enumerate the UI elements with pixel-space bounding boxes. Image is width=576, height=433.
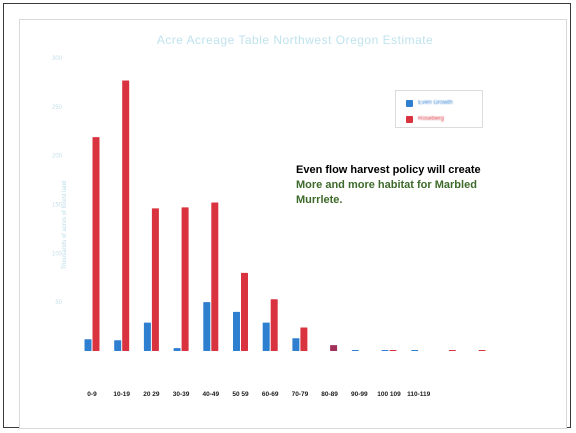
bar-series-2 [300, 327, 308, 351]
chart-area [19, 19, 567, 429]
annotation-text: Even flow harvest policy will create Mor… [296, 163, 546, 208]
bar-series-1 [351, 350, 359, 351]
y-tick-label: 250 [52, 105, 63, 111]
chart-frame [3, 3, 571, 429]
bar-series-2 [389, 350, 397, 351]
x-tick-label: 110-119 [407, 391, 431, 398]
bar-series-1 [173, 348, 181, 351]
legend-label-series-1: Even Growth [418, 100, 453, 106]
x-tick-label: 80-89 [321, 391, 338, 398]
bar-series-2 [330, 345, 338, 351]
bar-series-2 [478, 350, 486, 351]
bar-series-1 [143, 322, 151, 351]
legend-swatch-series-1 [406, 99, 413, 107]
bar-series-2 [92, 137, 100, 351]
bar-series-1 [292, 338, 300, 351]
bar-series-2 [270, 299, 278, 351]
x-tick-label: 100 109 [377, 391, 401, 398]
bar-series-1 [411, 350, 419, 351]
x-tick-label: 40-49 [202, 391, 219, 398]
x-tick-label: 20 29 [143, 391, 160, 398]
bar-series-1 [381, 350, 389, 351]
legend-item-series-2: Roseberg [406, 114, 444, 124]
bar-series-1 [233, 311, 240, 351]
bar-series-1 [203, 302, 211, 351]
legend-item-series-1: Even Growth [406, 98, 453, 108]
legend-swatch-series-2 [406, 115, 413, 123]
annotation-line-1: Even flow harvest policy will create [296, 164, 481, 176]
bar-series-1 [114, 340, 122, 351]
annotation-line-3: Murrlete. [296, 194, 343, 206]
bar-series-2 [448, 350, 456, 351]
bar-series-2 [181, 207, 189, 351]
bar-series-2 [151, 208, 159, 351]
y-tick-label: 200 [52, 154, 63, 160]
y-tick-label: 150 [52, 203, 63, 209]
y-tick-label: 300 [52, 56, 63, 62]
x-tick-label: 60-69 [262, 391, 279, 398]
bar-series-1 [262, 322, 270, 351]
x-tick-label: 10-19 [113, 391, 130, 398]
bar-series-2 [211, 202, 219, 351]
x-tick-label: 50 59 [232, 391, 249, 398]
bar-series-1 [84, 339, 92, 351]
legend: Even Growth Roseberg [395, 90, 483, 128]
y-tick-label: 100 [52, 251, 63, 257]
chart-title: Acre Acreage Table Northwest Oregon Esti… [156, 33, 434, 47]
x-tick-label: 0-9 [87, 391, 97, 398]
x-tick-label: 70-79 [292, 391, 309, 398]
bar-series-2 [122, 80, 130, 352]
legend-label-series-2: Roseberg [418, 116, 445, 122]
bar-series-2 [241, 272, 248, 351]
x-tick-label: 30-39 [173, 391, 190, 398]
y-tick-label: 50 [55, 300, 62, 306]
annotation-line-2: More and more habitat for Marbled [296, 179, 477, 191]
y-axis-label: Thousands of acres of forest land [62, 180, 68, 269]
x-tick-label: 90-99 [351, 391, 368, 398]
